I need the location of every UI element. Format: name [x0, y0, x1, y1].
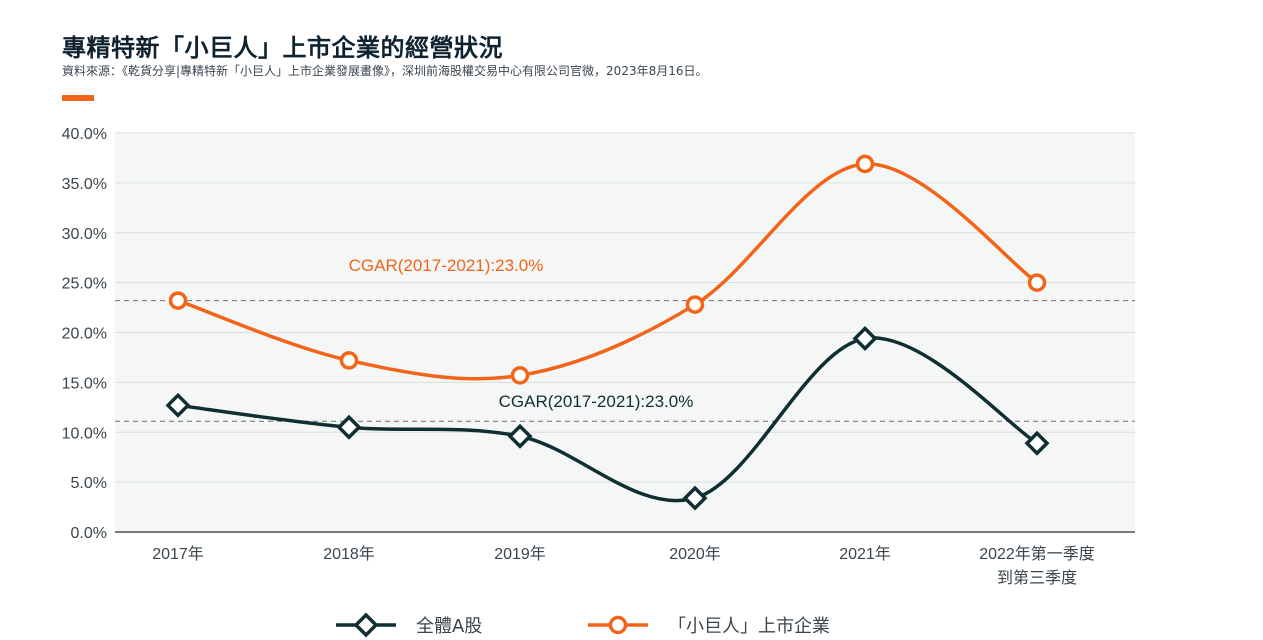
- reference-lines: [115, 300, 1135, 422]
- data-point: [168, 291, 188, 310]
- x-tick-label: 2017年: [152, 545, 204, 563]
- x-tick-label: 2021年: [839, 545, 891, 563]
- data-point: [1024, 430, 1050, 456]
- cagr-annotation: CGAR(2017-2021):23.0%: [499, 392, 694, 411]
- y-tick-label: 15.0%: [62, 375, 107, 392]
- data-point: [685, 295, 705, 314]
- y-axis-ticks: 0.0% 5.0% 10.0% 15.0% 20.0% 25.0% 30.0% 35.0% 40…: [62, 126, 107, 542]
- series-all-a-shares: [165, 326, 1050, 511]
- series-little-giants: [168, 154, 1047, 385]
- data-point: [682, 485, 708, 511]
- y-tick-label: 30.0%: [62, 226, 107, 243]
- source-note: 資料來源：《乾貨分享|專精特新「小巨人」上市企業發展畫像》，深圳前海股權交易中心…: [62, 64, 708, 78]
- gridlines: [115, 132, 1135, 483]
- data-point: [507, 423, 533, 449]
- accent-bar: [62, 95, 94, 101]
- annotations: CGAR(2017-2021):23.0% CGAR(2017-2021):23.…: [349, 256, 694, 411]
- x-tick-label: 2022年第一季度: [979, 545, 1095, 563]
- y-tick-label: 0.0%: [71, 525, 107, 542]
- y-tick-label: 40.0%: [62, 126, 107, 143]
- legend-marker: [608, 615, 628, 635]
- data-point: [336, 414, 362, 440]
- data-point: [510, 366, 530, 385]
- legend-label: 全體A股: [416, 616, 482, 637]
- x-tick-label: 2019年: [494, 545, 546, 563]
- y-tick-label: 5.0%: [71, 475, 107, 492]
- data-point: [1027, 273, 1047, 292]
- y-tick-label: 20.0%: [62, 326, 107, 343]
- x-tick-label: 到第三季度: [997, 569, 1077, 587]
- legend: 全體A股 「小巨人」上市企業: [336, 612, 830, 638]
- page-title: 專精特新「小巨人」上市企業的經營狀況: [62, 34, 503, 62]
- y-tick-label: 10.0%: [62, 425, 107, 442]
- data-point: [855, 154, 875, 174]
- series-line: [176, 162, 1039, 381]
- y-tick-label: 35.0%: [62, 176, 107, 193]
- legend-label: 「小巨人」上市企業: [668, 616, 830, 637]
- x-tick-label: 2018年: [323, 545, 375, 563]
- legend-marker: [353, 612, 379, 638]
- data-point: [852, 326, 878, 351]
- cagr-annotation: CGAR(2017-2021):23.0%: [349, 256, 544, 275]
- series-group: [165, 154, 1050, 511]
- y-tick-label: 25.0%: [62, 276, 107, 293]
- data-point: [339, 351, 359, 370]
- data-point: [165, 392, 191, 418]
- x-tick-label: 2020年: [669, 545, 721, 563]
